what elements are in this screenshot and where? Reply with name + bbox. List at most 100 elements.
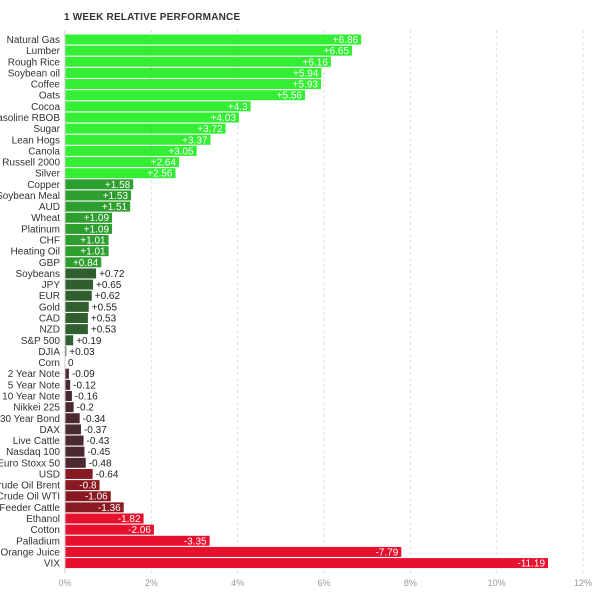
category-label: Cocoa [31,102,60,113]
data-label: +6.16 [303,57,329,68]
chart-title: 1 WEEK RELATIVE PERFORMANCE [64,12,241,23]
data-label: +0.84 [73,258,99,269]
bar [65,123,226,134]
bar [65,524,154,535]
category-label: Feeder Cattle [0,503,60,514]
bar [65,34,362,45]
x-tick-label: 4% [231,578,244,588]
bars [65,34,549,569]
data-label: -1.82 [118,514,141,525]
data-label: +0.72 [99,269,125,280]
bar [65,134,211,145]
data-label: 0 [68,358,74,369]
x-tick-label: 12% [574,578,592,588]
data-label: +0.53 [91,325,117,336]
bar [65,535,210,546]
bar [65,279,94,290]
data-label: +0.53 [91,314,117,325]
bar [65,145,197,156]
category-label: Live Cattle [13,436,61,447]
bar [65,480,100,491]
category-label: S&P 500 [21,336,61,347]
bar [65,390,72,401]
bar [65,112,239,123]
bar [65,558,549,569]
bar [65,446,85,457]
bar [65,179,134,190]
category-label: CHF [39,236,60,247]
data-label: +0.03 [69,347,95,358]
bar [65,235,109,246]
bar [65,335,74,346]
data-label: -2.06 [128,525,151,536]
category-label: Soybean oil [8,68,60,79]
data-label: +0.19 [76,336,102,347]
category-label: CAD [39,314,60,325]
data-label: -0.34 [83,414,106,425]
data-label: -0.8 [79,481,97,492]
bar [65,268,97,279]
x-tick-label: 2% [145,578,158,588]
data-label: +1.58 [105,180,131,191]
data-label: +6.65 [324,46,350,57]
bar [65,168,176,179]
data-label: +1.01 [80,247,106,258]
data-label: +2.56 [147,169,173,180]
bar [65,379,71,390]
data-label: -3.35 [184,536,207,547]
bar [65,502,124,513]
bar [65,101,251,112]
category-label: JPY [42,280,61,291]
category-label: Euro Stoxx 50 [0,458,60,469]
data-label: -0.45 [87,447,110,458]
category-label: Palladium [16,536,60,547]
data-label: -0.43 [87,436,110,447]
category-label: Crude Oil Brent [0,481,60,492]
category-label: Soybean Meal [0,191,60,202]
data-label: +3.05 [168,146,194,157]
data-label: -1.06 [85,492,108,503]
category-label: Platinum [21,224,60,235]
data-label: +6.86 [333,35,359,46]
category-label: AUD [39,202,60,213]
x-tick-label: 10% [488,578,506,588]
data-label: -1.36 [98,503,121,514]
bar [65,67,322,78]
bar [65,468,93,479]
category-label: Silver [35,169,61,180]
data-label: +3.37 [182,135,208,146]
category-label: Corn [38,358,60,369]
bar [65,212,113,223]
bar [65,546,402,557]
data-label: -0.16 [75,391,98,402]
category-label: Gold [39,302,60,313]
bar [65,435,84,446]
data-label: +0.55 [92,302,118,313]
category-label: Lean Hogs [12,135,60,146]
bar [65,457,86,468]
grid-lines [150,30,584,573]
category-label: Soybeans [16,269,60,280]
data-label: +5.94 [293,68,319,79]
category-label: VIX [44,559,60,570]
data-label: +0.62 [95,291,121,302]
data-label: -0.12 [73,380,96,391]
bar [65,491,111,502]
value-labels: +6.86+6.65+6.16+5.94+5.93+5.56+4.3+4.03+… [68,35,545,570]
category-label: Coffee [31,80,61,91]
data-label: +1.09 [84,224,110,235]
category-label: Wheat [31,213,60,224]
category-label: Natural Gas [7,35,60,46]
data-label: -0.09 [72,369,95,380]
bar [65,324,88,335]
bar [65,223,113,234]
category-label: GBP [39,258,60,269]
data-label: +5.56 [277,91,303,102]
category-label: Rough Rice [8,57,61,68]
category-label: Orange Juice [1,547,61,558]
category-label: Sugar [33,124,60,135]
data-label: -7.79 [375,547,398,558]
bar [65,290,92,301]
